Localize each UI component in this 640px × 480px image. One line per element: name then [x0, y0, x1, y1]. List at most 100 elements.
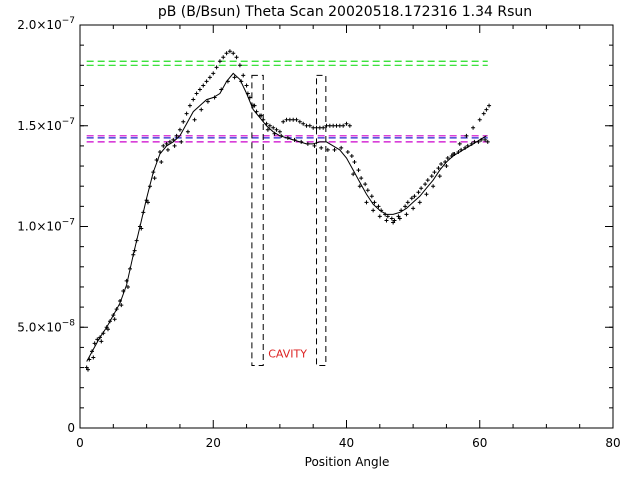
data-point [219, 87, 224, 92]
data-point [351, 172, 356, 177]
data-point [429, 174, 434, 179]
data-point [477, 117, 482, 122]
cavity-boundary-box [316, 74, 327, 367]
data-point [277, 129, 282, 134]
data-point [419, 186, 424, 191]
data-point [147, 184, 152, 189]
data-point [105, 327, 110, 332]
data-point [97, 335, 102, 340]
data-point [344, 121, 349, 126]
data-point [99, 339, 104, 344]
data-point [95, 337, 100, 342]
data-point [307, 123, 312, 128]
data-point [152, 176, 157, 181]
data-point [111, 313, 116, 318]
data-point [232, 75, 237, 80]
data-point [134, 238, 139, 243]
data-point [449, 153, 454, 158]
data-point [87, 357, 92, 362]
data-point [177, 127, 182, 132]
x-tick-label: 20 [206, 436, 221, 450]
data-point [404, 212, 409, 217]
data-point [445, 155, 450, 160]
data-point [476, 139, 481, 144]
data-point [471, 125, 476, 130]
data-point [272, 131, 277, 136]
data-point [217, 59, 222, 64]
data-point [254, 109, 259, 114]
data-point [234, 55, 239, 60]
data-point [184, 111, 189, 116]
data-point [144, 198, 149, 203]
data-point [292, 137, 297, 142]
data-point [301, 121, 306, 126]
data-point [409, 196, 414, 201]
data-point [237, 63, 242, 68]
data-point [89, 349, 94, 354]
data-point [332, 147, 337, 152]
data-point [325, 147, 330, 152]
data-point [197, 87, 202, 92]
data-point [359, 176, 364, 181]
y-tick-label: 1.5×10−7 [17, 117, 75, 133]
data-point [121, 288, 126, 293]
data-point [107, 319, 112, 324]
data-point [241, 73, 246, 78]
data-point [224, 51, 229, 56]
data-point [297, 119, 302, 124]
data-point [432, 170, 437, 175]
data-point [225, 79, 230, 84]
data-point [279, 133, 284, 138]
data-point [137, 224, 142, 229]
data-point [141, 210, 146, 215]
data-point [207, 75, 212, 80]
data-point [85, 367, 90, 372]
data-point [444, 164, 449, 169]
data-point [124, 278, 129, 283]
data-point [267, 123, 272, 128]
data-point [201, 83, 206, 88]
data-point [167, 139, 172, 144]
data-point [312, 143, 317, 148]
data-point [117, 299, 122, 304]
data-point [423, 182, 428, 187]
data-point [101, 331, 106, 336]
data-point [484, 107, 489, 112]
x-axis-label: Position Angle [305, 455, 390, 469]
data-point [227, 49, 232, 54]
data-point [192, 117, 197, 122]
data-point [299, 139, 304, 144]
data-point [403, 204, 408, 209]
data-point [345, 149, 350, 154]
data-point [212, 95, 217, 100]
data-point [181, 119, 186, 124]
data-point [463, 145, 468, 150]
data-point [171, 137, 176, 142]
data-point [131, 252, 136, 257]
data-point [91, 355, 96, 360]
data-point [472, 139, 477, 144]
data-point [205, 99, 210, 104]
data-point [305, 141, 310, 146]
plot-frame [79, 24, 614, 429]
y-tick-label: 1.0×10−7 [17, 218, 75, 234]
data-point [439, 162, 444, 167]
x-tick-label: 0 [76, 436, 84, 450]
data-point [165, 147, 170, 152]
cavity-annotation: CAVITY [268, 347, 307, 360]
data-point [385, 214, 390, 219]
data-point [185, 129, 190, 134]
data-point [211, 71, 216, 76]
data-point [164, 141, 169, 146]
data-point [377, 214, 382, 219]
data-point [405, 200, 410, 205]
data-point [199, 107, 204, 112]
data-point [437, 174, 442, 179]
data-point [112, 317, 117, 322]
data-point [221, 55, 226, 60]
data-point [396, 214, 401, 219]
x-tick-label: 40 [339, 436, 354, 450]
data-point [352, 160, 357, 165]
data-point [349, 153, 354, 158]
data-point [265, 127, 270, 132]
